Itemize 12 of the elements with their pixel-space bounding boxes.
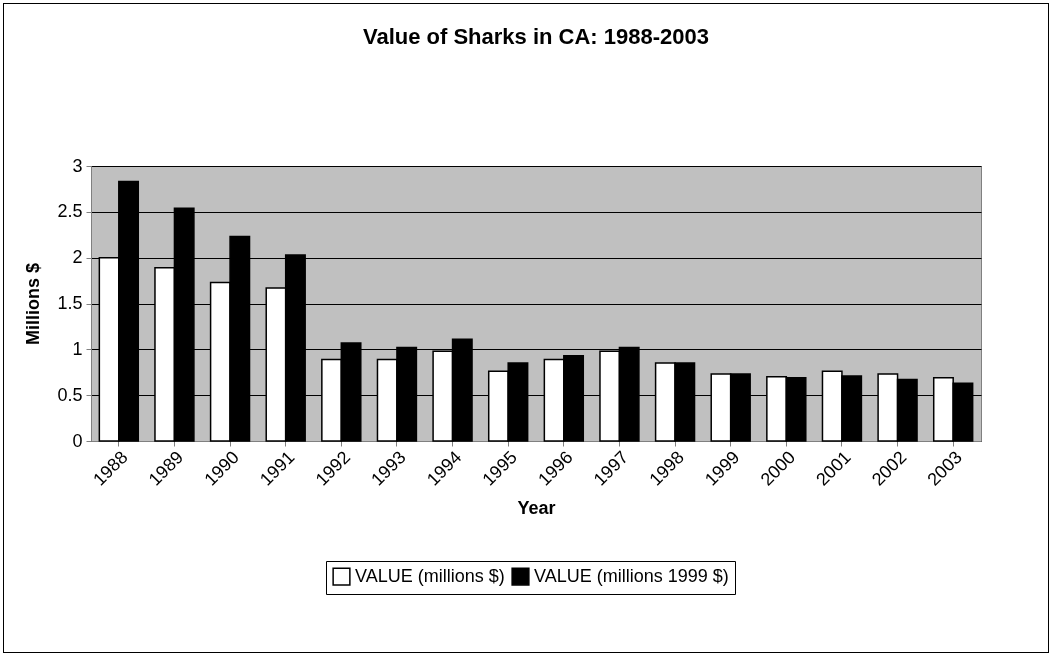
y-tick-label: 1.5: [57, 293, 83, 313]
legend-label: VALUE (millions 1999 $): [534, 565, 729, 586]
chart-title: Value of Sharks in CA: 1988-2003: [362, 24, 710, 49]
y-tick-label: 0: [72, 430, 83, 451]
y-tick-label: 2: [72, 247, 83, 268]
y-tick-label: 3: [72, 155, 83, 176]
y-axis-title: Millions $: [23, 262, 44, 346]
y-tick-label: 2.5: [57, 201, 83, 222]
x-axis-title: Year: [517, 497, 556, 518]
y-tick-label: 0.5: [57, 384, 83, 405]
legend-label: VALUE (millions $): [355, 565, 505, 586]
y-tick-label: 1: [72, 338, 83, 359]
